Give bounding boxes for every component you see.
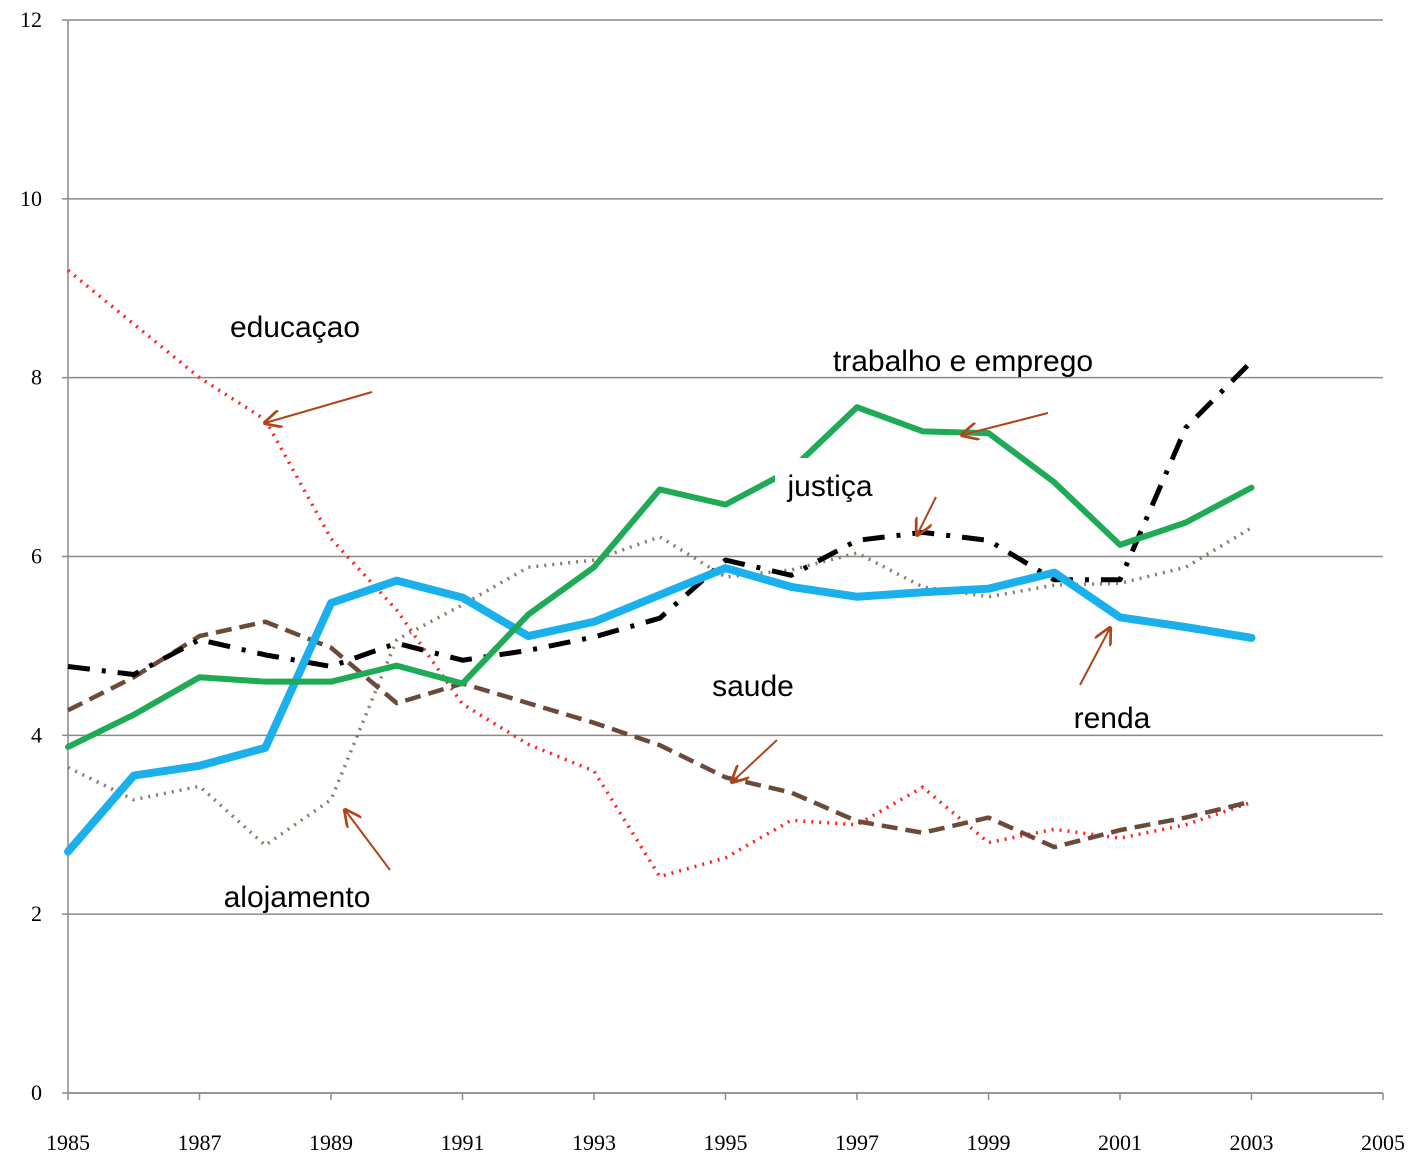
- x-tick-label: 1993: [572, 1130, 616, 1155]
- y-tick-label: 4: [31, 722, 42, 747]
- y-tick-label: 10: [20, 186, 42, 211]
- x-tick-label: 1985: [46, 1130, 90, 1155]
- series-label: justiça: [786, 470, 872, 503]
- x-tick-label: 1987: [178, 1130, 222, 1155]
- x-tick-label: 1991: [441, 1130, 485, 1155]
- x-tick-label: 2001: [1098, 1130, 1142, 1155]
- label-background: [783, 333, 1143, 375]
- x-tick-label: 2003: [1230, 1130, 1274, 1155]
- y-tick-label: 6: [31, 544, 42, 569]
- x-tick-label: 2005: [1361, 1130, 1405, 1155]
- y-tick-label: 0: [31, 1080, 42, 1105]
- annotation-arrows: [265, 391, 1110, 871]
- x-tick-label: 1999: [967, 1130, 1011, 1155]
- series-label: saude: [712, 670, 794, 703]
- y-tick-label: 12: [20, 7, 42, 32]
- series-line: [67, 359, 1254, 678]
- series-line: [66, 619, 1253, 850]
- y-tick-label: 8: [31, 365, 42, 390]
- label-background: [775, 458, 885, 500]
- series-label: renda: [1074, 702, 1151, 735]
- x-tick-label: 1989: [309, 1130, 353, 1155]
- label-background: [1037, 690, 1187, 732]
- x-tick-label: 1995: [704, 1130, 748, 1155]
- series-line: [65, 404, 1255, 750]
- series-label: educaçao: [230, 311, 360, 344]
- series-label: trabalho e emprego: [833, 345, 1093, 378]
- y-tick-label: 2: [31, 901, 42, 926]
- series-line: [64, 564, 1256, 856]
- x-tick-label: 1997: [835, 1130, 879, 1155]
- label-background: [220, 299, 370, 341]
- label-background: [202, 869, 392, 911]
- label-background: [698, 658, 808, 700]
- series-line: [67, 526, 1253, 848]
- series-label: alojamento: [224, 881, 371, 914]
